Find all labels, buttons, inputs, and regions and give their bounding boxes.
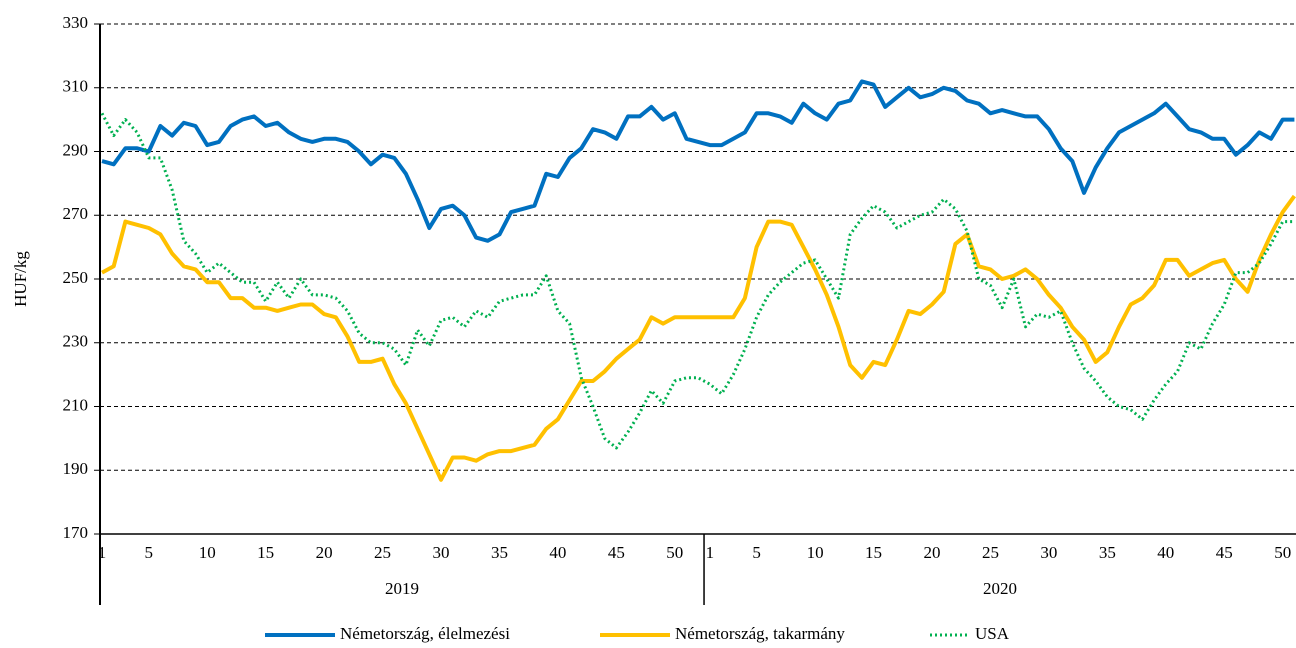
x-tick-label: 5 bbox=[145, 543, 154, 562]
y-tick-label: 250 bbox=[63, 268, 89, 287]
series-line bbox=[101, 79, 1295, 243]
x-tick-label: 40 bbox=[549, 543, 566, 562]
y-tick-label: 190 bbox=[63, 459, 89, 478]
x-tick-label: 20 bbox=[316, 543, 333, 562]
y-axis-label: HUF/kg bbox=[11, 251, 30, 307]
x-tick-label: 15 bbox=[865, 543, 882, 562]
x-tick-label: 1 bbox=[706, 543, 715, 562]
x-tick-label: 35 bbox=[491, 543, 508, 562]
x-tick-label: 10 bbox=[807, 543, 824, 562]
y-tick-label: 170 bbox=[63, 523, 89, 542]
x-tick-label: 35 bbox=[1099, 543, 1116, 562]
x-tick-label: 20 bbox=[923, 543, 940, 562]
x-group-label: 2019 bbox=[385, 579, 419, 598]
x-tick-label: 50 bbox=[666, 543, 683, 562]
x-tick-label: 25 bbox=[982, 543, 999, 562]
x-tick-label: 25 bbox=[374, 543, 391, 562]
x-tick-label: 45 bbox=[608, 543, 625, 562]
legend-label: Németország, takarmány bbox=[675, 624, 845, 643]
x-tick-label: 30 bbox=[1040, 543, 1057, 562]
x-tick-label: 10 bbox=[199, 543, 216, 562]
x-tick-label: 40 bbox=[1157, 543, 1174, 562]
series-line bbox=[101, 194, 1296, 482]
x-tick-label: 30 bbox=[433, 543, 450, 562]
series-line bbox=[100, 112, 1295, 450]
x-tick-label: 15 bbox=[257, 543, 274, 562]
x-tick-label: 5 bbox=[752, 543, 761, 562]
y-tick-label: 330 bbox=[63, 13, 89, 32]
legend-label: USA bbox=[975, 624, 1010, 643]
x-tick-label: 50 bbox=[1274, 543, 1291, 562]
x-group-label: 2020 bbox=[983, 579, 1017, 598]
x-tick-label: 45 bbox=[1216, 543, 1233, 562]
y-tick-label: 310 bbox=[63, 77, 89, 96]
y-tick-label: 210 bbox=[63, 395, 89, 414]
x-tick-label: 1 bbox=[98, 543, 107, 562]
legend-label: Németország, élelmezési bbox=[340, 624, 510, 643]
y-tick-label: 290 bbox=[63, 140, 89, 159]
y-tick-label: 230 bbox=[63, 332, 89, 351]
y-tick-label: 270 bbox=[63, 204, 89, 223]
